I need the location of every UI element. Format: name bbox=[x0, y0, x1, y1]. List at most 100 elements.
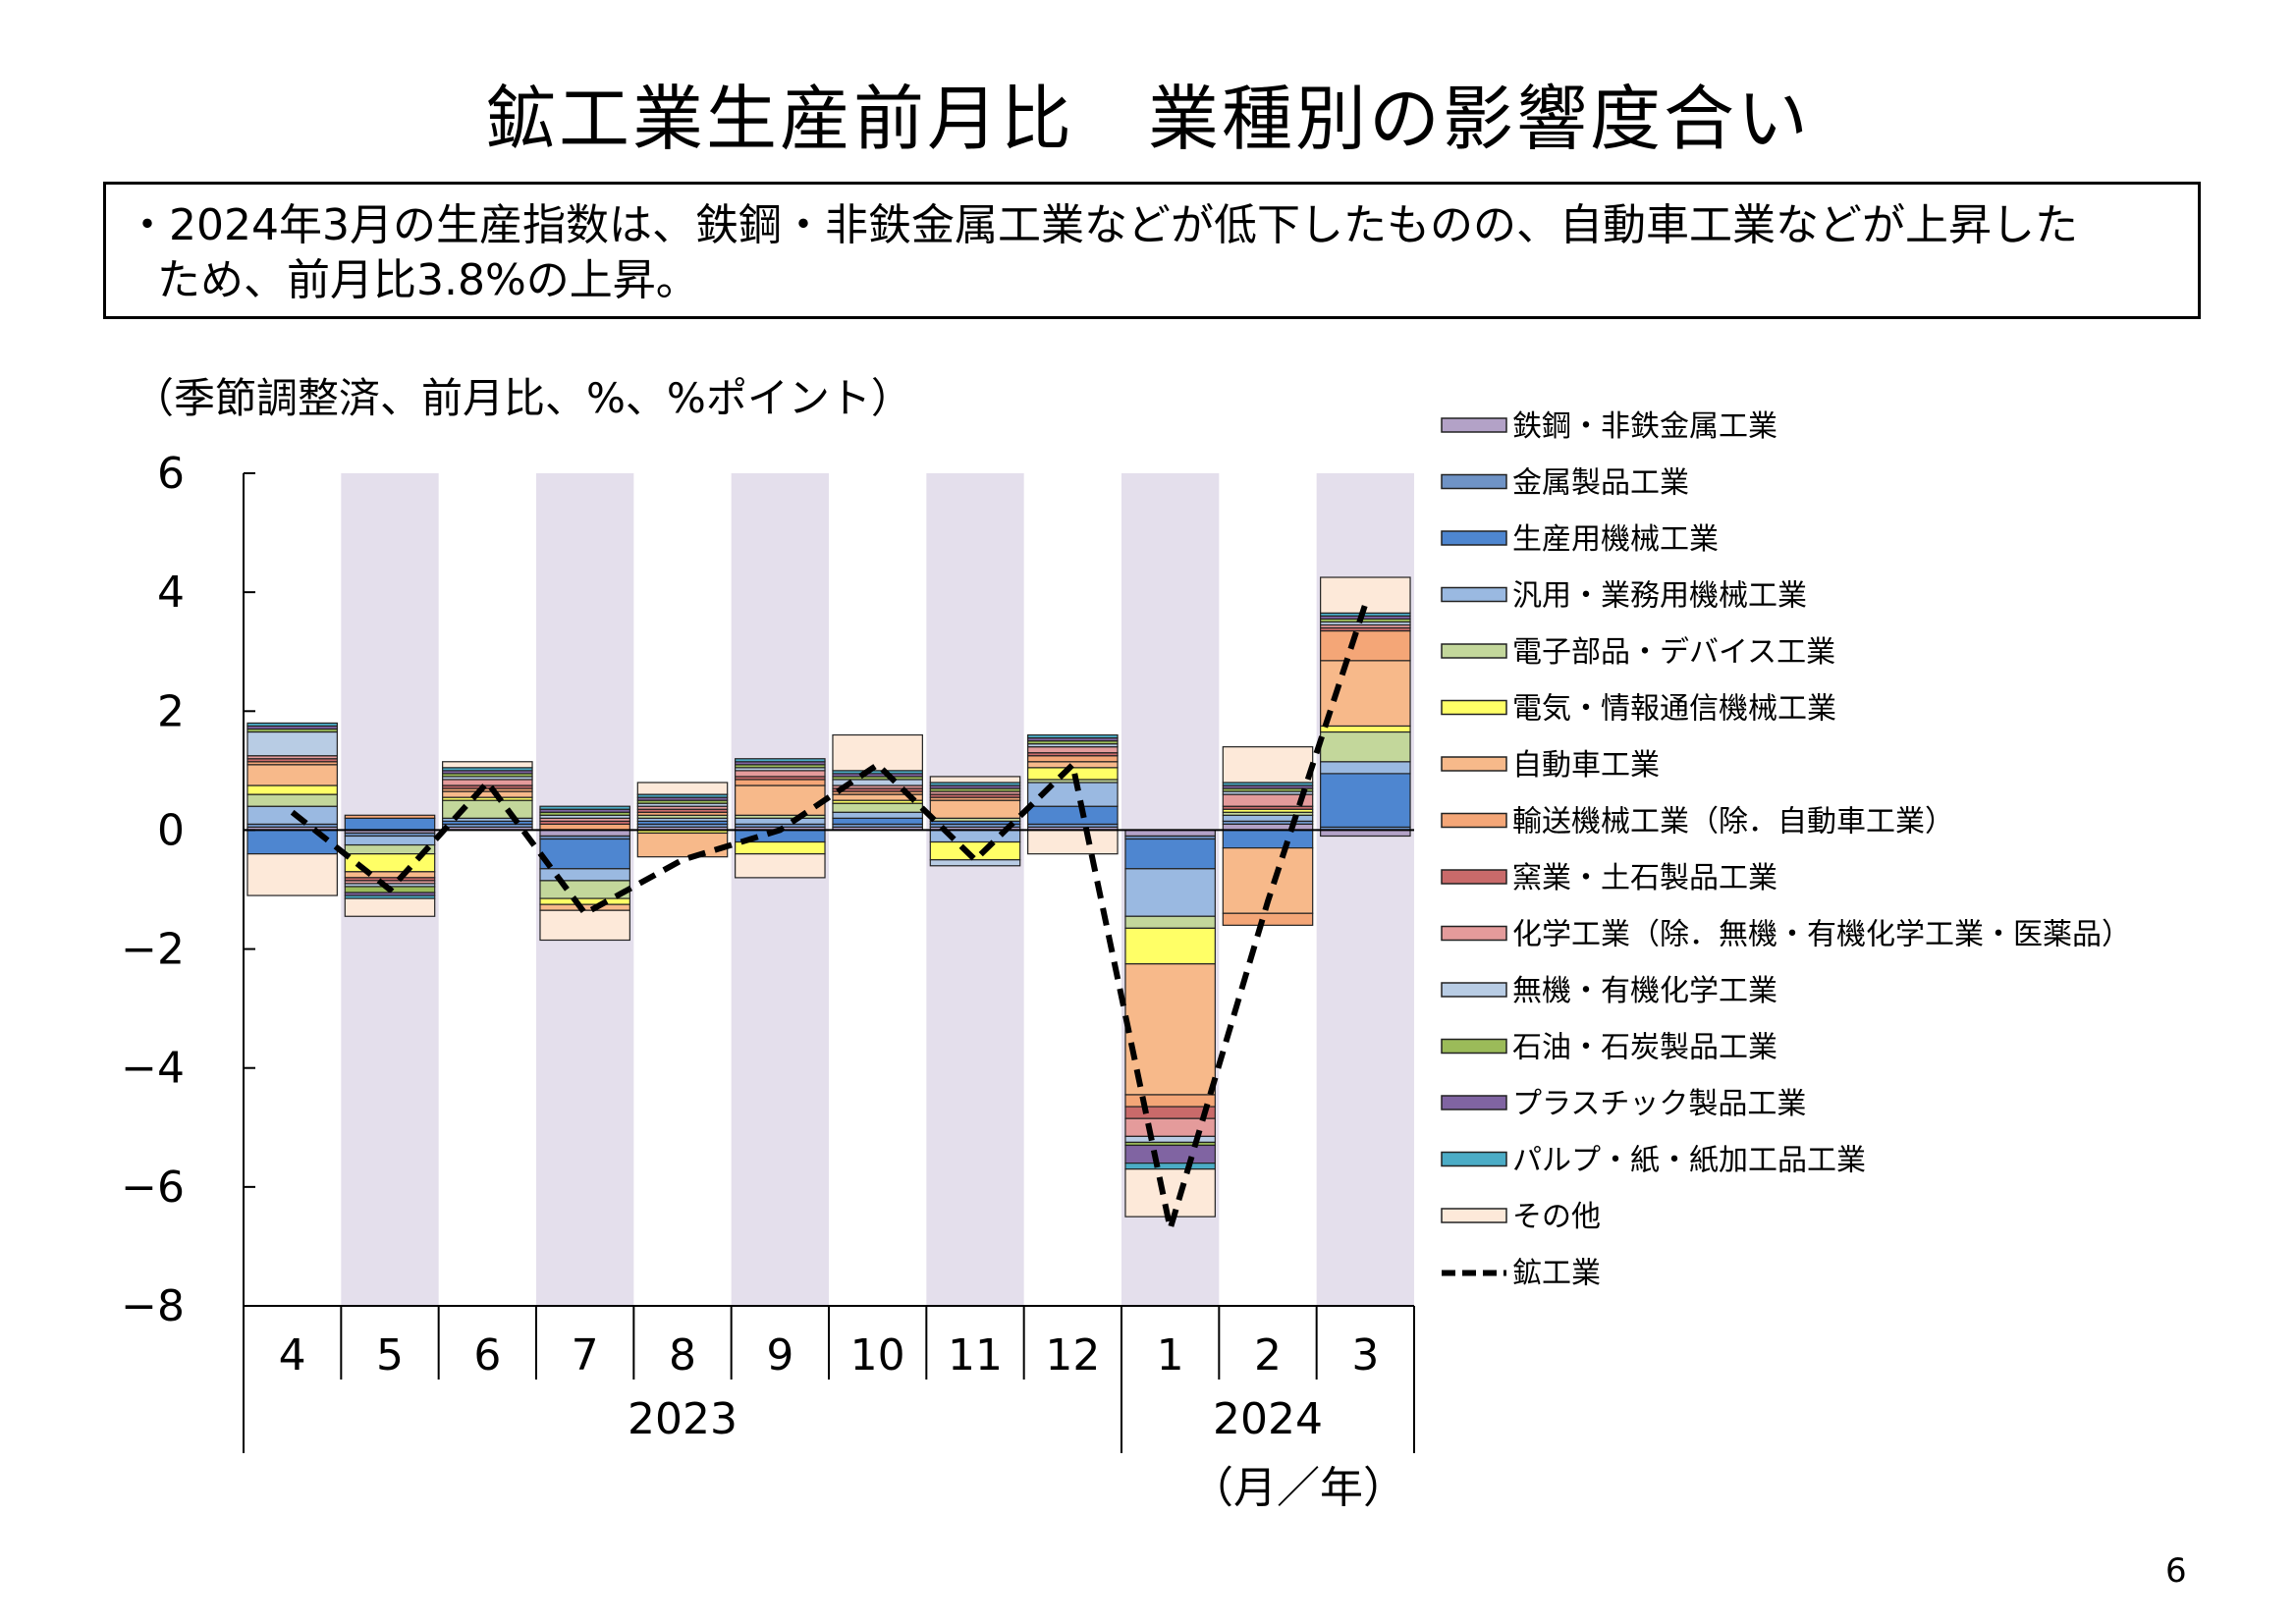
bar-segment bbox=[1027, 755, 1119, 763]
bar-segment bbox=[1124, 927, 1216, 965]
bar-segment bbox=[539, 897, 630, 905]
legend-swatch bbox=[1441, 982, 1507, 998]
bar-segment bbox=[1124, 838, 1216, 870]
legend-swatch bbox=[1441, 812, 1507, 829]
legend-label: 無機・有機化学工業 bbox=[1512, 974, 1777, 1008]
bar-segment bbox=[735, 758, 826, 763]
legend-swatch bbox=[1441, 1038, 1507, 1055]
legend-swatch bbox=[1441, 586, 1507, 603]
bar-segment bbox=[832, 733, 923, 772]
bar-segment bbox=[1320, 629, 1411, 662]
x-tick-label: 4 bbox=[279, 1330, 306, 1380]
legend-swatch bbox=[1441, 1208, 1507, 1223]
summary-line-2: ため、前月比3.8%の上昇。 bbox=[157, 255, 699, 305]
year-label: 2024 bbox=[1213, 1394, 1323, 1444]
legend-label: 電子部品・デバイス工業 bbox=[1512, 635, 1835, 670]
x-tick-label: 1 bbox=[1157, 1330, 1184, 1380]
bar-segment bbox=[832, 817, 923, 825]
legend-label: 汎用・業務用機械工業 bbox=[1512, 579, 1807, 614]
legend-label: 輸送機械工業（除．自動車工業） bbox=[1512, 805, 1954, 839]
legend-label: パルプ・紙・紙加工品工業 bbox=[1512, 1144, 1866, 1178]
legend-swatch bbox=[1441, 1095, 1507, 1110]
unit-label: （季節調整済、前月比、%、%ポイント） bbox=[133, 374, 912, 422]
y-tick-label: 6 bbox=[157, 449, 185, 499]
bar-segment bbox=[442, 790, 533, 798]
bar-segment bbox=[735, 770, 826, 778]
legend-swatch bbox=[1441, 699, 1507, 716]
bar-segment bbox=[539, 838, 630, 870]
bar-segment bbox=[1124, 1117, 1216, 1137]
legend-label: 生産用機械工業 bbox=[1512, 522, 1719, 557]
bar-segment bbox=[1124, 1135, 1216, 1144]
x-tick-label: 2 bbox=[1254, 1330, 1282, 1380]
bar-segment bbox=[832, 802, 923, 813]
bar-segment bbox=[442, 761, 533, 769]
legend-label: その他 bbox=[1512, 1200, 1601, 1234]
legend-swatch bbox=[1441, 869, 1507, 885]
summary-box: ・2024年3月の生産指数は、鉄鋼・非鉄金属工業などが低下したものの、自動車工業… bbox=[103, 182, 2201, 319]
bar-segment bbox=[1027, 805, 1119, 825]
bar-segment bbox=[1124, 868, 1216, 917]
shade-band bbox=[731, 473, 829, 1306]
x-tick-label: 8 bbox=[669, 1330, 696, 1380]
y-tick-label: 2 bbox=[157, 686, 185, 736]
x-tick-label: 5 bbox=[376, 1330, 404, 1380]
legend-label: 鉄鋼・非鉄金属工業 bbox=[1512, 409, 1777, 444]
y-tick-label: −4 bbox=[121, 1044, 185, 1094]
bar-segment bbox=[735, 785, 826, 816]
bar-segment bbox=[1027, 733, 1119, 739]
bar-segment bbox=[929, 840, 1021, 861]
bar-segment bbox=[735, 817, 826, 825]
bar-segment bbox=[1124, 915, 1216, 929]
legend-swatch bbox=[1441, 530, 1507, 546]
y-tick-label: −2 bbox=[121, 925, 185, 975]
summary-line-1: ・2024年3月の生産指数は、鉄鋼・非鉄金属工業などが低下したものの、自動車工業… bbox=[126, 200, 2078, 250]
legend-swatch bbox=[1441, 1151, 1507, 1167]
legend-swatch bbox=[1441, 643, 1507, 659]
bar-segment bbox=[1124, 1168, 1216, 1218]
bar-segment bbox=[246, 764, 338, 786]
x-tick-label: 9 bbox=[766, 1330, 793, 1380]
bar-segment bbox=[929, 776, 1021, 784]
bar-segment bbox=[1124, 1163, 1216, 1170]
bar-segment bbox=[1124, 1094, 1216, 1108]
bar-segment bbox=[246, 731, 338, 757]
x-tick-label: 10 bbox=[850, 1330, 905, 1380]
bar-segment bbox=[1027, 829, 1119, 855]
legend-label: 鉱工業 bbox=[1512, 1257, 1601, 1291]
legend-label: プラスチック製品工業 bbox=[1512, 1087, 1806, 1121]
year-label: 2023 bbox=[628, 1394, 738, 1444]
bar-segment bbox=[344, 817, 436, 832]
bar-segment bbox=[1222, 829, 1314, 849]
bar-segment bbox=[1222, 746, 1314, 784]
bar-segment bbox=[246, 722, 338, 728]
y-tick-label: −8 bbox=[121, 1281, 185, 1331]
x-tick-label: 3 bbox=[1351, 1330, 1379, 1380]
bar-segment bbox=[539, 805, 630, 810]
bar-segment bbox=[1320, 761, 1411, 775]
legend-label: 電気・情報通信機械工業 bbox=[1512, 692, 1836, 727]
bar-segment bbox=[929, 859, 1021, 867]
legend-label: 自動車工業 bbox=[1512, 748, 1660, 783]
bar-segment bbox=[1320, 731, 1411, 763]
legend-label: 窯業・土石製品工業 bbox=[1512, 861, 1777, 895]
bar-segment bbox=[344, 897, 436, 917]
y-tick-label: −6 bbox=[121, 1163, 185, 1213]
legend-swatch bbox=[1441, 756, 1507, 772]
legend-swatch bbox=[1441, 473, 1507, 490]
x-axis-title: （月／年） bbox=[1190, 1463, 1406, 1513]
legend-swatch bbox=[1441, 417, 1507, 433]
x-tick-label: 7 bbox=[572, 1330, 599, 1380]
bar-segment bbox=[735, 853, 826, 879]
bar-segment bbox=[344, 835, 436, 846]
page-title: 鉱工業生産前月比 業種別の影響度合い bbox=[484, 78, 1811, 160]
legend-label: 化学工業（除．無機・有機化学工業・医薬品） bbox=[1512, 918, 2131, 952]
bar-segment bbox=[636, 782, 729, 795]
legend-label: 金属製品工業 bbox=[1512, 466, 1689, 501]
bar-segment bbox=[539, 868, 630, 882]
shade-band bbox=[926, 473, 1024, 1306]
y-tick-label: 4 bbox=[157, 568, 185, 618]
bar-segment bbox=[246, 793, 338, 807]
y-tick-label: 0 bbox=[157, 805, 185, 855]
